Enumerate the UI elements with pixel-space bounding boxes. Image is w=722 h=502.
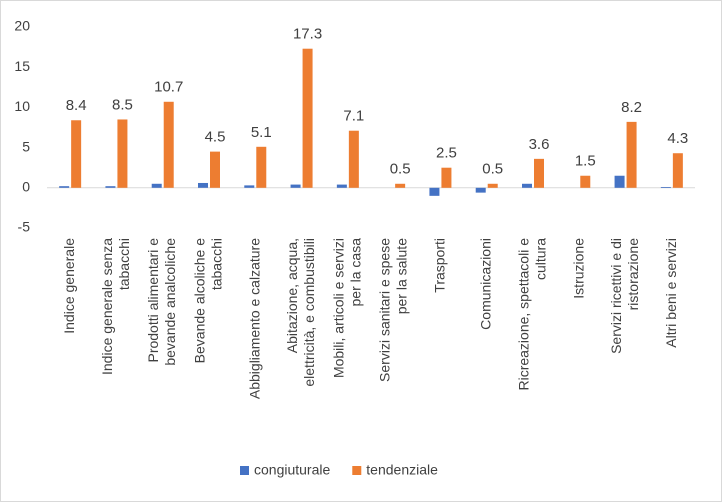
bar xyxy=(441,167,452,188)
bar xyxy=(210,151,220,188)
bar xyxy=(534,158,544,188)
bar xyxy=(614,175,625,188)
value-label: 8.5 xyxy=(112,96,133,113)
bar xyxy=(290,184,301,188)
x-tick-label: Servizi ricettivi e diristorazione xyxy=(608,238,641,354)
bar xyxy=(198,182,208,188)
legend-swatch xyxy=(240,466,249,475)
x-tick-label: Servizi sanitari e speseper la salute xyxy=(376,238,409,382)
bar xyxy=(580,175,591,188)
bar xyxy=(59,186,70,188)
bar xyxy=(302,48,313,188)
x-tick-label: Ricreazione, spettacoli ecultura xyxy=(515,238,548,391)
x-tick-label: Trasporti xyxy=(431,238,447,293)
value-label: 1.5 xyxy=(575,153,596,170)
bar xyxy=(395,183,406,188)
y-tick-label: 5 xyxy=(22,138,30,154)
legend-label: tendenziale xyxy=(366,462,438,478)
value-label: 7.1 xyxy=(343,108,364,125)
bar xyxy=(660,186,671,188)
value-label: 4.3 xyxy=(667,130,688,147)
value-label: 10.7 xyxy=(154,79,183,96)
bar xyxy=(522,183,532,188)
bar xyxy=(336,184,347,188)
value-label: 4.5 xyxy=(205,129,226,146)
value-label: 2.5 xyxy=(436,145,457,162)
x-tick-label: Indice generale xyxy=(61,238,77,334)
y-tick-label: -5 xyxy=(18,219,31,235)
value-label: 0.5 xyxy=(390,161,411,178)
bar xyxy=(244,185,255,188)
y-tick-label: 15 xyxy=(14,58,30,74)
x-tick-label: Abbigliamento e calzature xyxy=(246,238,262,399)
legend-label: congiuturale xyxy=(254,462,330,478)
bar xyxy=(487,183,498,188)
y-tick-label: 0 xyxy=(22,179,30,195)
x-tick-label: Prodotti alimentari ebevande analcoliche xyxy=(145,238,178,366)
x-tick-label: Abitazione, acqua,elettricità, e combust… xyxy=(284,238,317,387)
value-label: 8.4 xyxy=(66,97,87,114)
y-tick-label: 10 xyxy=(14,98,30,114)
bar xyxy=(71,120,82,188)
bar xyxy=(626,121,637,188)
bar xyxy=(105,186,116,188)
value-label: 5.1 xyxy=(251,124,272,141)
bar xyxy=(429,187,440,196)
x-tick-label: Bevande alcoliche etabacchi xyxy=(191,238,224,364)
bar xyxy=(117,119,128,188)
bar xyxy=(475,187,486,193)
value-label: 0.5 xyxy=(482,161,503,178)
bar xyxy=(163,101,174,188)
x-tick-label: Mobili, articoli e serviziper la casa xyxy=(330,238,363,378)
x-tick-label: Altri beni e servizi xyxy=(663,238,679,348)
value-label: 8.2 xyxy=(621,99,642,116)
y-tick-label: 20 xyxy=(14,18,30,34)
bar xyxy=(348,130,359,188)
value-label: 3.6 xyxy=(529,136,550,153)
x-tick-label: Comunicazioni xyxy=(477,238,493,330)
x-tick-label: Indice generale senzatabacchi xyxy=(99,238,132,375)
value-label: 17.3 xyxy=(293,26,322,43)
bar xyxy=(151,183,162,188)
bar xyxy=(256,146,267,188)
bar xyxy=(672,153,683,188)
x-tick-label: Istruzione xyxy=(570,238,586,299)
legend-swatch xyxy=(352,466,362,475)
